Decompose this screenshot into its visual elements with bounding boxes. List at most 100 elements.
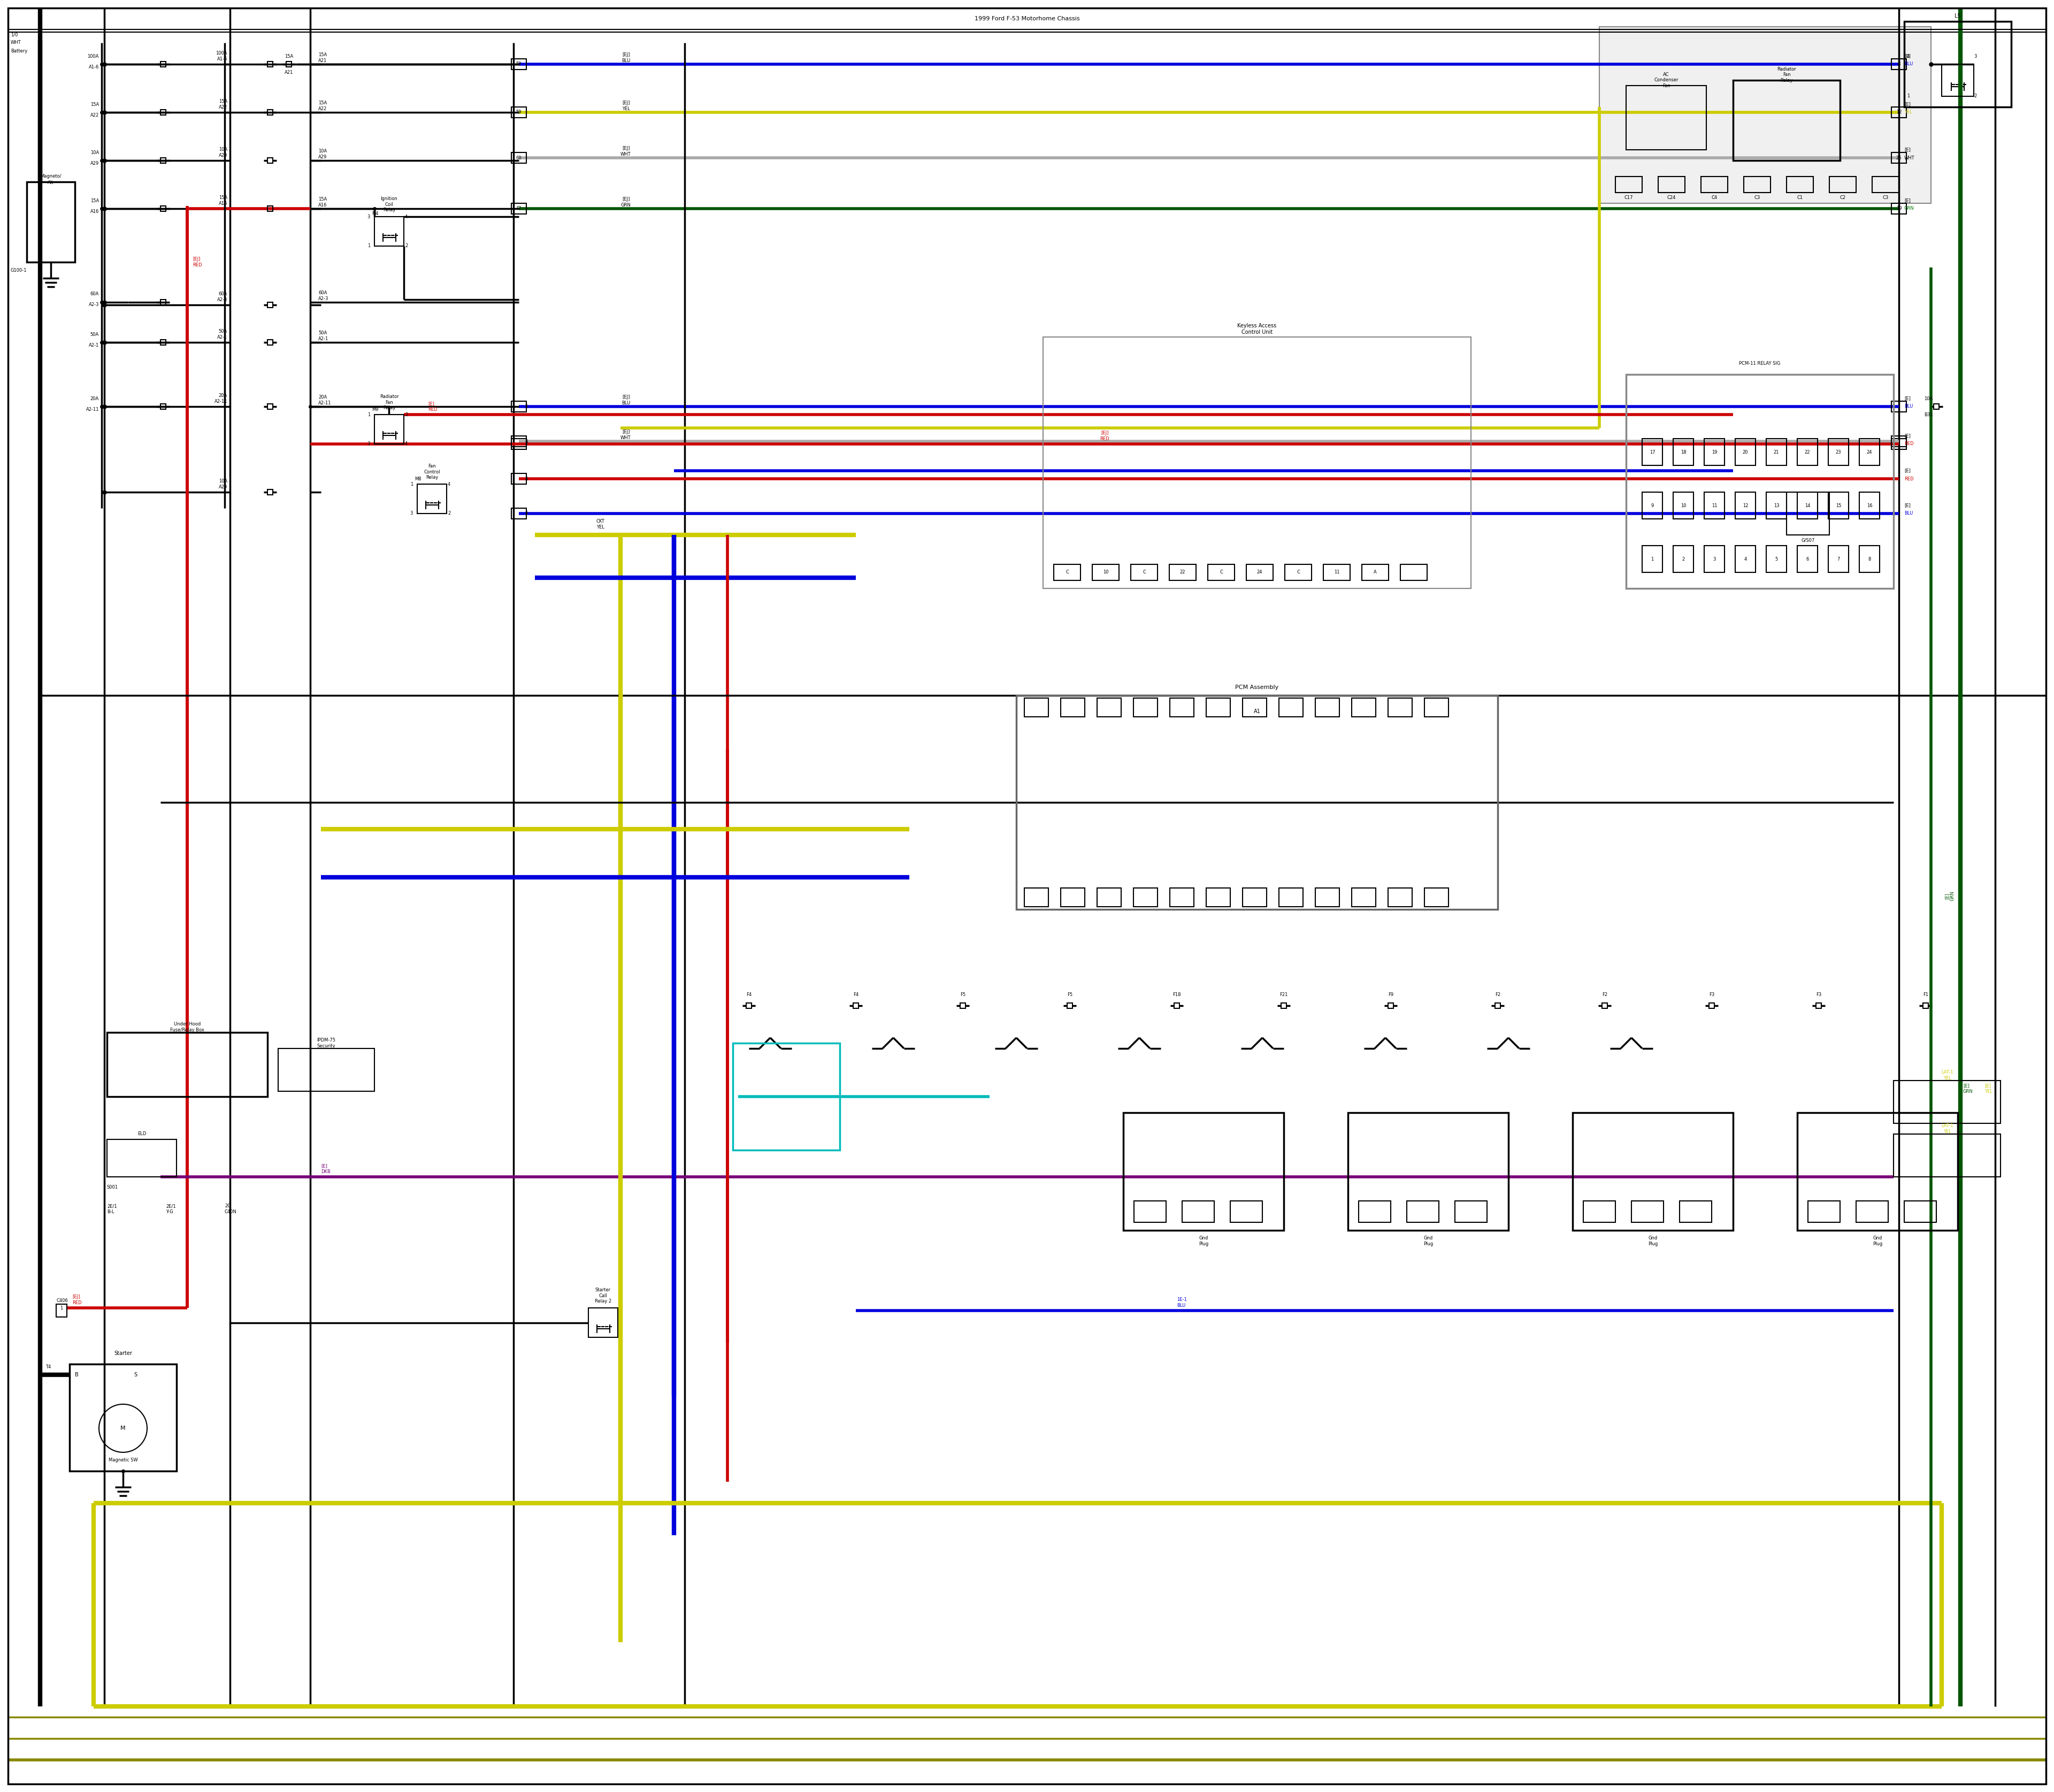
Bar <box>1904 1201 1937 1222</box>
Text: 22: 22 <box>1179 570 1185 575</box>
Text: [EJ]
BLU: [EJ] BLU <box>622 394 631 405</box>
Text: 13: 13 <box>1773 504 1779 507</box>
Bar <box>1206 699 1230 717</box>
Text: 10A
A29: 10A A29 <box>218 147 228 158</box>
Text: B: B <box>74 1373 78 1378</box>
Bar <box>1423 889 1448 907</box>
Text: 8: 8 <box>1867 557 1871 561</box>
Text: 10: 10 <box>1680 504 1686 507</box>
Bar <box>587 1308 618 1337</box>
Bar <box>1894 1081 2001 1124</box>
Text: 20A: 20A <box>90 396 99 401</box>
Text: C: C <box>1066 570 1068 575</box>
Text: IPDM-75
Security: IPDM-75 Security <box>316 1038 335 1048</box>
Bar <box>1857 1201 1888 1222</box>
Bar <box>1627 86 1707 151</box>
Bar <box>1631 1201 1664 1222</box>
Bar <box>27 181 74 262</box>
Text: 2E/1
B-L: 2E/1 B-L <box>107 1204 117 1215</box>
Text: 8: 8 <box>1898 61 1900 66</box>
Text: C2: C2 <box>1840 195 1847 201</box>
Bar <box>1389 889 1413 907</box>
Bar <box>1025 699 1048 717</box>
Text: C: C <box>1220 570 1222 575</box>
Bar <box>1641 545 1662 572</box>
Bar <box>511 435 526 446</box>
Text: 10A
A29: 10A A29 <box>318 149 327 159</box>
Text: 2E/1
Y-G: 2E/1 Y-G <box>166 1204 177 1215</box>
Bar <box>1060 889 1085 907</box>
Bar <box>1602 1004 1608 1009</box>
Text: 26: 26 <box>1896 156 1902 159</box>
Bar <box>1183 1201 1214 1222</box>
Text: [EJ]
RED: [EJ] RED <box>72 1294 82 1305</box>
Bar <box>374 414 405 444</box>
Text: G/S07: G/S07 <box>1801 538 1814 543</box>
Bar <box>1315 699 1339 717</box>
Bar <box>1132 564 1158 581</box>
Bar <box>1206 889 1230 907</box>
Text: 1E-1
BLU: 1E-1 BLU <box>1177 1297 1187 1308</box>
Text: Starter: Starter <box>113 1351 131 1357</box>
Text: A1-6: A1-6 <box>88 65 99 70</box>
Bar <box>1736 439 1756 466</box>
Bar <box>1423 699 1448 717</box>
Text: 9: 9 <box>1651 504 1653 507</box>
Text: 5: 5 <box>1775 557 1779 561</box>
Text: 11: 11 <box>1333 570 1339 575</box>
Bar <box>511 59 526 70</box>
Bar <box>70 1364 177 1471</box>
Text: 100A
A1-6: 100A A1-6 <box>216 50 228 61</box>
Text: 2: 2 <box>405 412 409 418</box>
Text: L5: L5 <box>1955 13 1962 18</box>
Text: C406: C406 <box>55 1299 68 1303</box>
Text: F2: F2 <box>1602 993 1608 998</box>
Text: A2-3: A2-3 <box>88 303 99 306</box>
Bar <box>1352 889 1376 907</box>
Text: C24: C24 <box>1668 195 1676 201</box>
Text: 2: 2 <box>1974 93 1976 99</box>
Text: 16: 16 <box>1867 504 1873 507</box>
Bar <box>1828 439 1849 466</box>
Text: 20A
A2-11: 20A A2-11 <box>318 394 331 405</box>
Text: 3: 3 <box>1974 54 1976 59</box>
Text: Gnd
Plug: Gnd Plug <box>1647 1236 1658 1245</box>
Text: F2: F2 <box>1495 993 1499 998</box>
Bar <box>1134 699 1158 717</box>
Bar <box>1705 439 1725 466</box>
Bar <box>1705 493 1725 520</box>
Bar <box>1734 81 1840 161</box>
Text: 100A: 100A <box>88 54 99 59</box>
Text: CKT
YEL: CKT YEL <box>596 520 604 529</box>
Text: 1: 1 <box>1651 557 1653 561</box>
Text: 15: 15 <box>1836 504 1840 507</box>
Bar <box>286 61 292 66</box>
Text: F4: F4 <box>746 993 752 998</box>
Bar <box>1892 202 1906 213</box>
Bar <box>1894 1134 2001 1177</box>
Bar <box>1892 435 1906 446</box>
Text: 1/0: 1/0 <box>10 32 18 38</box>
Bar <box>1134 889 1158 907</box>
Bar <box>852 1004 859 1009</box>
Text: 12: 12 <box>1742 504 1748 507</box>
Text: 1: 1 <box>411 482 413 486</box>
Bar <box>511 108 526 118</box>
Bar <box>511 152 526 163</box>
Bar <box>1892 439 1906 450</box>
Text: 60A: 60A <box>90 292 99 297</box>
Text: C3: C3 <box>1884 195 1888 201</box>
Text: Magneto/: Magneto/ <box>41 174 62 179</box>
Bar <box>267 403 273 409</box>
Bar <box>1766 493 1787 520</box>
Text: 59: 59 <box>516 61 522 66</box>
Text: Keyless Access
Control Unit: Keyless Access Control Unit <box>1237 323 1278 335</box>
Text: 22: 22 <box>1805 450 1810 455</box>
Text: 4: 4 <box>405 215 409 219</box>
Text: [E]
YEL: [E] YEL <box>1984 1084 1992 1093</box>
Text: [EJ]
WHT: [EJ] WHT <box>620 430 631 441</box>
Bar <box>1797 493 1818 520</box>
Text: A21: A21 <box>286 70 294 75</box>
Text: [EJ]
RED: [EJ] RED <box>193 256 201 267</box>
Bar <box>160 109 166 115</box>
